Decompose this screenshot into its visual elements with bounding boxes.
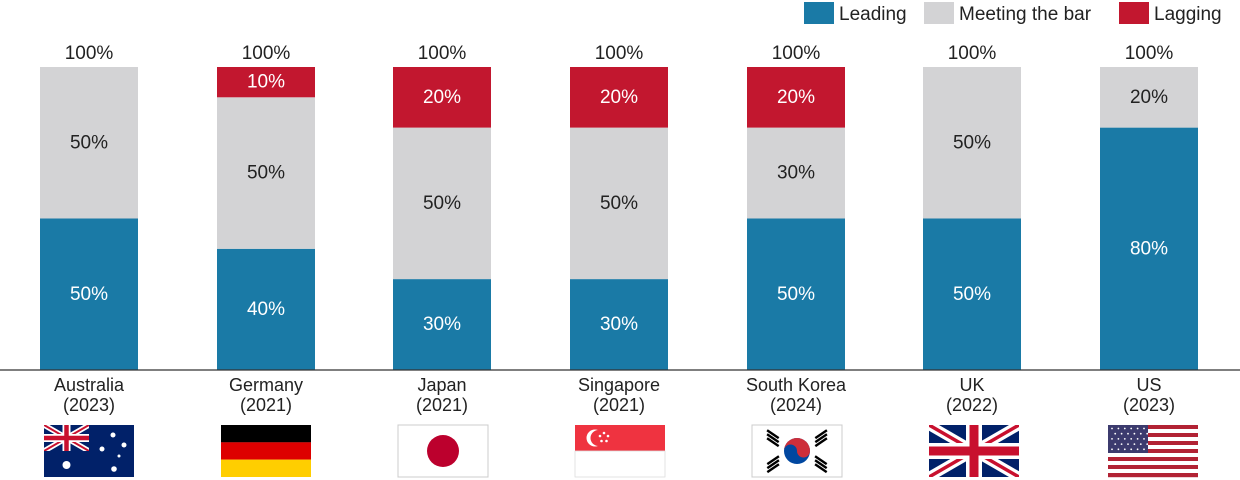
bar-us-leading bbox=[1100, 127, 1198, 370]
category-year-us: (2023) bbox=[1123, 395, 1175, 415]
category-label-australia: Australia bbox=[54, 375, 125, 395]
total-label-australia: 100% bbox=[65, 43, 114, 64]
bar-singapore-leading bbox=[570, 279, 668, 370]
data-label-south-korea-lagging: 20% bbox=[777, 87, 815, 108]
bar-japan-lagging bbox=[393, 67, 491, 128]
bar-germany-leading bbox=[217, 248, 315, 370]
category-year-australia: (2023) bbox=[63, 395, 115, 415]
bar-japan-meeting-the-bar bbox=[393, 127, 491, 280]
data-label-germany-lagging: 10% bbox=[247, 72, 285, 93]
data-label-us-leading: 80% bbox=[1130, 238, 1168, 259]
japan-flag-icon bbox=[397, 424, 489, 478]
category-label-south-korea: South Korea bbox=[746, 375, 847, 395]
category-year-uk: (2022) bbox=[946, 395, 998, 415]
bar-singapore-lagging bbox=[570, 67, 668, 128]
legend-swatch-meeting-the-bar bbox=[924, 2, 954, 24]
data-label-germany-meeting-the-bar: 50% bbox=[247, 163, 285, 184]
bar-south-korea-leading bbox=[747, 218, 845, 370]
data-label-uk-leading: 50% bbox=[953, 284, 991, 305]
uk-flag-icon bbox=[929, 425, 1019, 477]
data-label-singapore-meeting-the-bar: 50% bbox=[600, 193, 638, 214]
singapore-flag-icon bbox=[574, 425, 666, 478]
data-label-japan-lagging: 20% bbox=[423, 87, 461, 108]
total-label-uk: 100% bbox=[948, 43, 997, 64]
data-label-singapore-lagging: 20% bbox=[600, 87, 638, 108]
bar-south-korea-lagging bbox=[747, 67, 845, 128]
legend-label-lagging: Lagging bbox=[1154, 4, 1222, 25]
bar-germany-lagging bbox=[217, 67, 315, 98]
category-label-japan: Japan bbox=[417, 375, 466, 395]
category-label-germany: Germany bbox=[229, 375, 303, 395]
category-year-singapore: (2021) bbox=[593, 395, 645, 415]
legend-label-leading: Leading bbox=[839, 4, 907, 25]
data-label-japan-leading: 30% bbox=[423, 314, 461, 335]
category-year-south-korea: (2024) bbox=[770, 395, 822, 415]
data-label-australia-leading: 50% bbox=[70, 284, 108, 305]
data-label-germany-leading: 40% bbox=[247, 299, 285, 320]
bar-us-meeting-the-bar bbox=[1100, 67, 1198, 128]
us-flag-icon bbox=[1108, 425, 1198, 478]
total-label-south-korea: 100% bbox=[772, 43, 821, 64]
data-label-singapore-leading: 30% bbox=[600, 314, 638, 335]
data-label-uk-meeting-the-bar: 50% bbox=[953, 132, 991, 153]
category-year-japan: (2021) bbox=[416, 395, 468, 415]
bar-south-korea-meeting-the-bar bbox=[747, 127, 845, 219]
bar-singapore-meeting-the-bar bbox=[570, 127, 668, 280]
bar-australia-meeting-the-bar bbox=[40, 67, 138, 219]
category-labels: Australia(2023)Germany(2021)Japan(2021)S… bbox=[54, 375, 1175, 415]
data-label-south-korea-leading: 50% bbox=[777, 284, 815, 305]
total-label-germany: 100% bbox=[242, 43, 291, 64]
flags bbox=[44, 424, 1198, 478]
australia-flag-icon bbox=[44, 425, 134, 477]
germany-flag-icon bbox=[221, 425, 311, 477]
data-label-us-meeting-the-bar: 20% bbox=[1130, 87, 1168, 108]
data-label-south-korea-meeting-the-bar: 30% bbox=[777, 163, 815, 184]
total-label-singapore: 100% bbox=[595, 43, 644, 64]
category-label-uk: UK bbox=[959, 375, 984, 395]
legend-swatch-lagging bbox=[1119, 2, 1149, 24]
bar-uk-leading bbox=[923, 218, 1021, 370]
category-label-us: US bbox=[1136, 375, 1161, 395]
bar-japan-leading bbox=[393, 279, 491, 370]
legend-swatch-leading bbox=[804, 2, 834, 24]
category-year-germany: (2021) bbox=[240, 395, 292, 415]
legend-label-meeting-the-bar: Meeting the bar bbox=[959, 4, 1092, 25]
legend: Leading Meeting the bar Lagging bbox=[804, 2, 1222, 25]
data-label-australia-meeting-the-bar: 50% bbox=[70, 132, 108, 153]
bar-uk-meeting-the-bar bbox=[923, 67, 1021, 219]
data-label-japan-meeting-the-bar: 50% bbox=[423, 193, 461, 214]
south-korea-flag-icon bbox=[751, 424, 843, 478]
bar-australia-leading bbox=[40, 218, 138, 370]
total-label-us: 100% bbox=[1125, 43, 1174, 64]
bar-germany-meeting-the-bar bbox=[217, 97, 315, 249]
total-label-japan: 100% bbox=[418, 43, 467, 64]
category-label-singapore: Singapore bbox=[578, 375, 660, 395]
bars: 50% 50% 100% 40% 50% 10% 100% 30% 50% 20% 100% 30% 5… bbox=[40, 43, 1198, 370]
